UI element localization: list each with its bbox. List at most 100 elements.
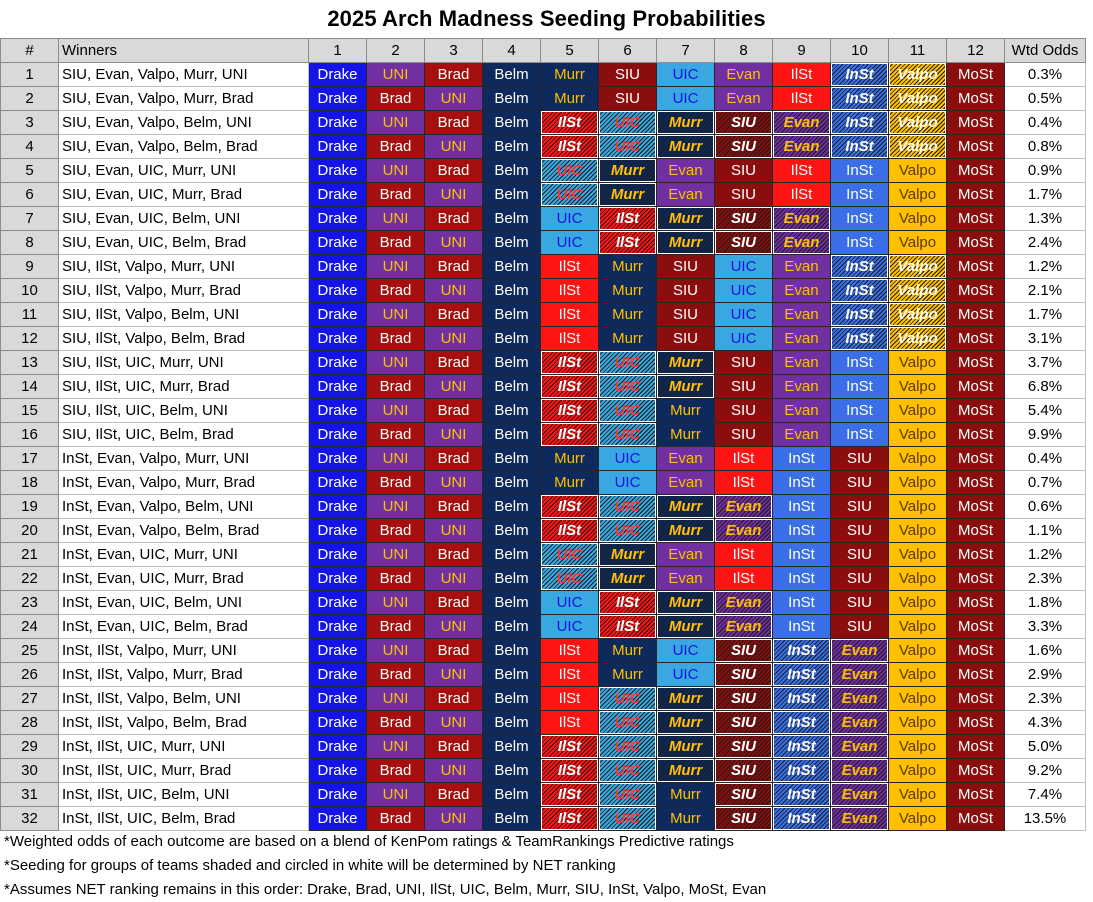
- seed-cell: Brad: [424, 62, 483, 87]
- odds-cell: 1.6%: [1004, 638, 1086, 663]
- seed-cell: UIC: [540, 206, 599, 231]
- seed-cell: Evan: [656, 182, 715, 207]
- seed-cell: Belm: [482, 494, 541, 519]
- seed-cell: UIC: [598, 518, 657, 543]
- seed-cell: Drake: [308, 422, 367, 447]
- seed-cell: Brad: [424, 734, 483, 759]
- seed-cell: IlSt: [540, 326, 599, 351]
- winners-cell: InSt, Evan, UIC, Belm, Brad: [58, 614, 309, 639]
- seed-cell: UNI: [424, 662, 483, 687]
- seed-cell: Evan: [772, 134, 831, 159]
- seed-cell: MoSt: [946, 158, 1005, 183]
- odds-cell: 0.7%: [1004, 470, 1086, 495]
- odds-cell: 9.2%: [1004, 758, 1086, 783]
- seed-cell: Murr: [656, 350, 715, 375]
- odds-cell: 2.4%: [1004, 230, 1086, 255]
- page-title: 2025 Arch Madness Seeding Probabilities: [327, 6, 766, 31]
- seed-cell: Valpo: [888, 518, 947, 543]
- winners-cell: SIU, Evan, UIC, Belm, Brad: [58, 230, 309, 255]
- table-row: 19 InSt, Evan, Valpo, Belm, UNI Drake UNI Br…: [0, 494, 1086, 519]
- footnote-net: *Seeding for groups of teams shaded and …: [4, 857, 616, 874]
- seed-cell: Belm: [482, 710, 541, 735]
- seed-cell: MoSt: [946, 710, 1005, 735]
- seed-cell: MoSt: [946, 206, 1005, 231]
- seed-cell: UIC: [656, 662, 715, 687]
- winners-cell: SIU, IlSt, Valpo, Belm, UNI: [58, 302, 309, 327]
- row-number: 26: [0, 662, 59, 687]
- seed-cell: UIC: [598, 758, 657, 783]
- seed-cell: UIC: [540, 182, 599, 207]
- odds-cell: 0.4%: [1004, 446, 1086, 471]
- row-number: 23: [0, 590, 59, 615]
- seed-cell: UNI: [366, 734, 425, 759]
- seed-cell: Valpo: [888, 638, 947, 663]
- seed-cell: Drake: [308, 590, 367, 615]
- winners-cell: SIU, IlSt, UIC, Murr, UNI: [58, 350, 309, 375]
- seed-cell: InSt: [772, 470, 831, 495]
- seed-cell: Valpo: [888, 710, 947, 735]
- seed-cell: UNI: [366, 494, 425, 519]
- row-number: 31: [0, 782, 59, 807]
- seed-cell: IlSt: [540, 374, 599, 399]
- seed-cell: Valpo: [888, 494, 947, 519]
- seed-cell: InSt: [772, 710, 831, 735]
- table-row: 8 SIU, Evan, UIC, Belm, Brad Drake Brad UNI B…: [0, 230, 1086, 255]
- seed-cell: MoSt: [946, 398, 1005, 423]
- table-row: 5 SIU, Evan, UIC, Murr, UNI Drake UNI Brad Be…: [0, 158, 1086, 183]
- seed-cell: MoSt: [946, 86, 1005, 111]
- seed-cell: Brad: [424, 494, 483, 519]
- seed-cell: Evan: [714, 86, 773, 111]
- seed-cell: Belm: [482, 374, 541, 399]
- seed-cell: Brad: [424, 158, 483, 183]
- seed-cell: UNI: [366, 350, 425, 375]
- seed-cell: Brad: [366, 182, 425, 207]
- seed-cell: Belm: [482, 398, 541, 423]
- table-row: 12 SIU, IlSt, Valpo, Belm, Brad Drake Brad U…: [0, 326, 1086, 351]
- seed-cell: UNI: [424, 230, 483, 255]
- seed-cell: Brad: [366, 662, 425, 687]
- seed-cell: Valpo: [888, 302, 947, 327]
- seed-cell: InSt: [830, 110, 889, 135]
- seed-cell: UNI: [424, 806, 483, 831]
- seed-cell: MoSt: [946, 446, 1005, 471]
- seed-cell: Evan: [772, 374, 831, 399]
- row-number: 22: [0, 566, 59, 591]
- seed-cell: MoSt: [946, 110, 1005, 135]
- row-number: 8: [0, 230, 59, 255]
- seed-cell: SIU: [714, 206, 773, 231]
- seed-cell: UNI: [424, 614, 483, 639]
- seed-cell: SIU: [714, 350, 773, 375]
- table-row: 4 SIU, Evan, Valpo, Belm, Brad Drake Brad UN…: [0, 134, 1086, 159]
- seed-cell: Brad: [424, 302, 483, 327]
- seed-cell: Evan: [714, 590, 773, 615]
- seed-cell: IlSt: [540, 734, 599, 759]
- table-row: 26 InSt, IlSt, Valpo, Murr, Brad Drake Brad…: [0, 662, 1086, 687]
- seed-cell: Evan: [656, 566, 715, 591]
- seed-cell: MoSt: [946, 62, 1005, 87]
- odds-cell: 5.4%: [1004, 398, 1086, 423]
- seed-cell: SIU: [714, 782, 773, 807]
- seed-cell: Drake: [308, 254, 367, 279]
- seed-cell: InSt: [772, 686, 831, 711]
- seed-cell: Murr: [656, 782, 715, 807]
- seed-cell: Valpo: [888, 62, 947, 87]
- seed-cell: InSt: [830, 62, 889, 87]
- row-number: 21: [0, 542, 59, 567]
- seed-cell: UNI: [424, 278, 483, 303]
- row-number: 15: [0, 398, 59, 423]
- winners-cell: InSt, Evan, Valpo, Belm, Brad: [58, 518, 309, 543]
- seed-cell: Murr: [656, 734, 715, 759]
- seed-cell: Belm: [482, 422, 541, 447]
- winners-cell: SIU, Evan, UIC, Belm, UNI: [58, 206, 309, 231]
- seed-cell: UNI: [366, 158, 425, 183]
- seed-cell: Belm: [482, 662, 541, 687]
- seed-cell: IlSt: [772, 182, 831, 207]
- seed-cell: InSt: [830, 254, 889, 279]
- seed-cell: Evan: [830, 686, 889, 711]
- seed-cell: UIC: [598, 374, 657, 399]
- odds-cell: 2.3%: [1004, 686, 1086, 711]
- row-number: 25: [0, 638, 59, 663]
- footnote-odds: *Weighted odds of each outcome are based…: [4, 833, 734, 850]
- seed-cell: SIU: [656, 326, 715, 351]
- seed-cell: Belm: [482, 782, 541, 807]
